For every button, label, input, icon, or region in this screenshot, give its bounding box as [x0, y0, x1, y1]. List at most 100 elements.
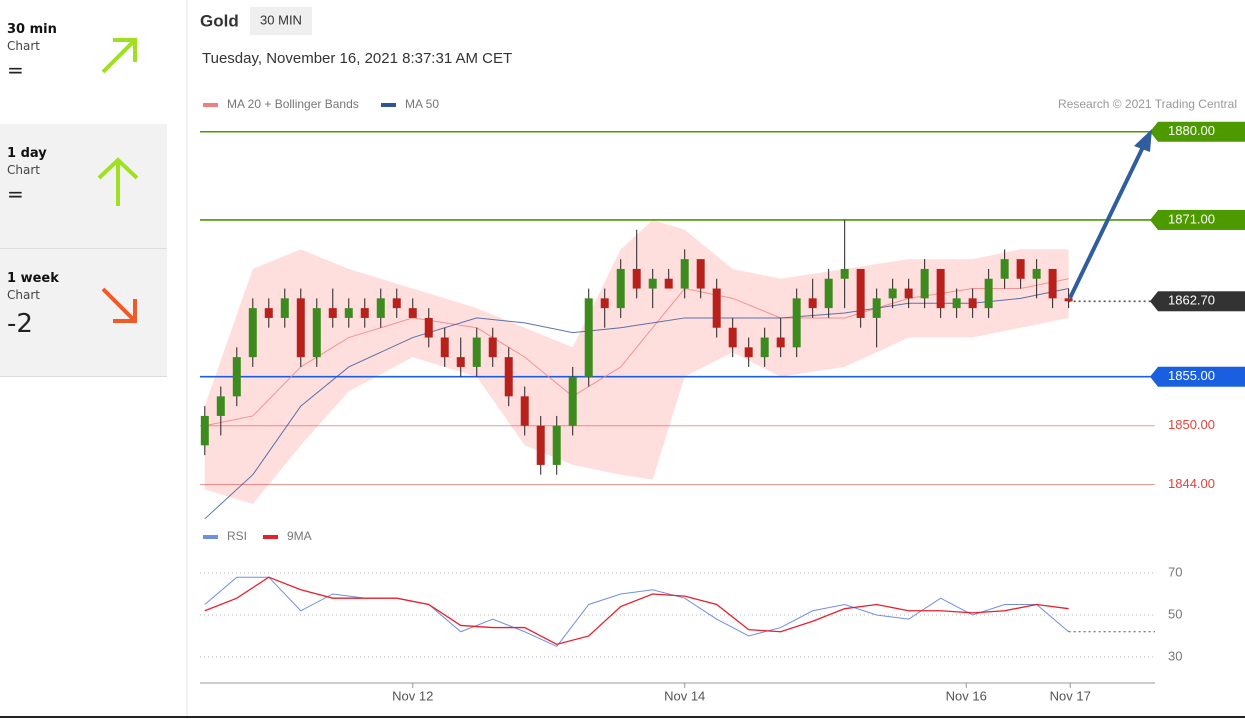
candle-body: [1000, 259, 1009, 279]
value: -2: [7, 309, 33, 339]
candle-body: [600, 298, 609, 309]
x-tick-label: Nov 12: [392, 688, 433, 703]
timeframe-box: [250, 7, 312, 35]
candle-body: [264, 308, 273, 318]
sidebar-item[interactable]: 30 min Chart =: [0, 0, 167, 124]
period: 30 min: [7, 22, 57, 37]
candle-body: [312, 308, 321, 358]
candle-body: [936, 268, 945, 309]
legend-swatch: [203, 103, 218, 107]
level-tag-tip: [1150, 209, 1158, 230]
candle-body: [1048, 268, 1057, 299]
level-label: 1844.00: [1168, 476, 1215, 491]
title: Gold: [200, 11, 239, 30]
candle-body: [744, 347, 753, 358]
moving-average: [204, 288, 1069, 520]
candle-body: [472, 337, 481, 367]
legend-label: MA 20 + Bollinger Bands: [227, 97, 359, 111]
x-tick-label: Nov 14: [664, 688, 705, 703]
moving-average: [204, 278, 1069, 427]
candle-body: [696, 259, 705, 289]
x-tick-label: Nov 17: [1050, 688, 1091, 703]
candle-body: [632, 268, 641, 289]
arrow-icon: [101, 38, 137, 74]
legend-swatch: [263, 535, 278, 539]
legend-label: MA 50: [405, 97, 439, 111]
candle-body: [440, 337, 449, 358]
candle-body: [376, 298, 385, 318]
subtitle: Tuesday, November 16, 2021 8:37:31 AM CE…: [202, 50, 512, 67]
candle-body: [920, 268, 929, 299]
level-tag-tip: [1150, 291, 1158, 312]
candle-body: [984, 278, 993, 309]
level-tag: [1158, 291, 1245, 312]
candle-body: [344, 308, 353, 318]
level-label: 1850.00: [1168, 417, 1215, 432]
candle-body: [392, 298, 401, 309]
candle-body: [1064, 298, 1073, 302]
candle-body: [616, 268, 625, 309]
candle-body: [232, 357, 241, 397]
legend-label: 9MA: [287, 529, 312, 543]
candle-body: [680, 259, 689, 289]
y-tick-label: 50: [1168, 606, 1182, 621]
arrow-icon: [101, 287, 137, 323]
candle-body: [760, 337, 769, 358]
level-label: 1880.00: [1168, 123, 1215, 138]
candle-body: [712, 288, 721, 328]
target-arrow-head: [1134, 129, 1152, 152]
level-tag-tip: [1150, 121, 1158, 142]
candle-body: [424, 317, 433, 338]
candle-body: [456, 357, 465, 367]
candle-body: [872, 298, 881, 318]
candle-body: [840, 268, 849, 279]
candle-body: [824, 278, 833, 309]
candle-body: [648, 278, 657, 289]
candle-body: [728, 327, 737, 348]
candle-body: [792, 298, 801, 348]
y-tick-label: 70: [1168, 564, 1182, 579]
label: Chart: [7, 39, 40, 53]
sidebar-item[interactable]: 1 day Chart =: [0, 124, 167, 248]
candle-body: [568, 376, 577, 426]
period: 1 week: [7, 271, 59, 286]
candle-body: [968, 298, 977, 309]
level-tag-tip: [1150, 366, 1158, 387]
candle-body: [776, 337, 785, 348]
sidebar-item[interactable]: 1 week Chart -2: [0, 248, 167, 376]
value: =: [7, 58, 24, 82]
rsi-line: [204, 576, 1069, 648]
legend-swatch: [203, 535, 218, 539]
period: 1 day: [7, 146, 47, 161]
label: Chart: [7, 163, 40, 177]
plot: 1880.00 1871.00 1862.70 1855.00 1850.00 1844.…: [200, 97, 1245, 703]
arrow-icon: [97, 157, 139, 206]
legend-swatch: [381, 103, 396, 107]
candle-body: [504, 357, 513, 397]
x-tick-label: Nov 16: [946, 688, 987, 703]
candle-body: [280, 298, 289, 318]
y-tick-label: 30: [1168, 648, 1182, 663]
level-tag: [1158, 121, 1245, 142]
candle-body: [664, 278, 673, 289]
legend-label: RSI: [227, 529, 247, 543]
candle-body: [536, 425, 545, 465]
candle-body: [1032, 268, 1041, 279]
candle-body: [296, 298, 305, 358]
value: =: [7, 182, 24, 206]
annotation: Research © 2021 Trading Central: [1058, 97, 1237, 111]
candle-body: [200, 415, 209, 446]
candle-body: [856, 268, 865, 318]
timeframe[interactable]: 30 MIN: [260, 12, 302, 27]
level-label: 1871.00: [1168, 211, 1215, 226]
candle-body: [904, 288, 913, 299]
candle-body: [328, 308, 337, 318]
candle-body: [552, 425, 561, 465]
target-arrow: [1068, 146, 1145, 299]
candle-body: [488, 337, 497, 358]
sidebar: 30 min Chart = 1 day Chart = 1 week Char…: [0, 0, 167, 377]
level-label: 1855.00: [1168, 368, 1215, 383]
label: Chart: [7, 288, 40, 302]
